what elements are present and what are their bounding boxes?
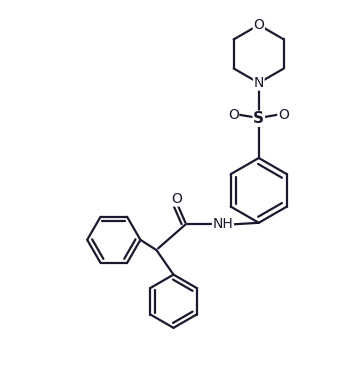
Text: O: O [228, 108, 239, 122]
Text: S: S [253, 111, 264, 126]
Text: O: O [278, 108, 289, 122]
Text: N: N [254, 76, 264, 90]
Text: NH: NH [213, 217, 233, 231]
Text: O: O [171, 192, 183, 206]
Text: O: O [253, 18, 264, 32]
